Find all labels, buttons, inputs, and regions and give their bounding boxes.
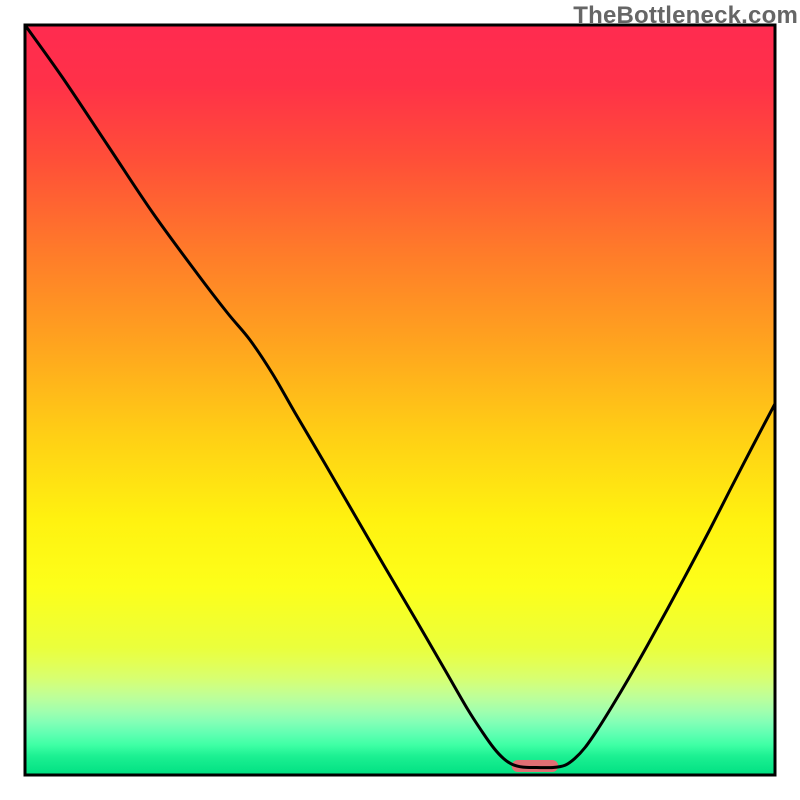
chart-canvas: TheBottleneck.com — [0, 0, 800, 800]
watermark-text: TheBottleneck.com — [573, 2, 798, 30]
bottleneck-curve-chart — [0, 0, 800, 800]
plot-background — [25, 25, 775, 775]
